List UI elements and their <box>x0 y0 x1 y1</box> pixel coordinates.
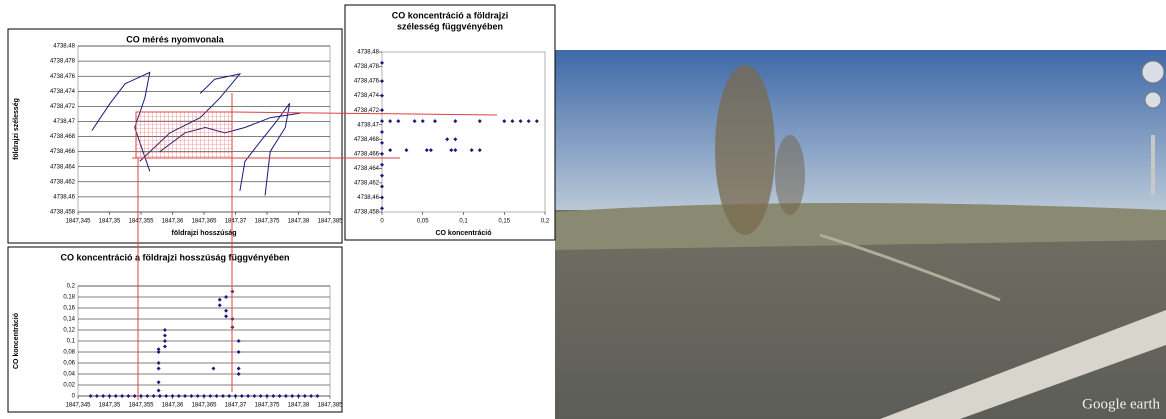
x-tick-label: 1847,375 <box>254 219 280 225</box>
y-tick-label: 4738,468 <box>50 134 76 140</box>
y-tick-label: 4738,466 <box>354 151 380 157</box>
nav-look[interactable] <box>1145 92 1161 108</box>
y-tick-label: 4738,46 <box>53 194 75 200</box>
y-tick-label: 4738,472 <box>50 104 76 110</box>
x-tick-label: 1847,365 <box>191 219 217 225</box>
y-tick-label: 0,04 <box>63 372 75 378</box>
satellite-view: Google earth <box>555 50 1166 419</box>
x-axis-title: CO koncentráció <box>435 230 491 237</box>
x-tick-label: 1847,38 <box>288 219 310 225</box>
x-tick-label: 0,15 <box>498 219 510 225</box>
y-axis-title: földrajzi szélesség <box>13 98 20 160</box>
x-tick-label: 1847,385 <box>317 403 343 409</box>
x-tick-label: 1847,375 <box>254 403 280 409</box>
y-tick-label: 4738,47 <box>357 122 379 128</box>
y-tick-label: 4738,478 <box>50 59 76 65</box>
x-tick-label: 1847,345 <box>65 403 91 409</box>
y-tick-label: 0,1 <box>67 339 76 345</box>
x-tick-label: 1847,37 <box>225 219 247 225</box>
y-tick-label: 4738,462 <box>354 180 380 186</box>
plot-area <box>382 52 545 212</box>
x-tick-label: 1847,345 <box>65 219 91 225</box>
y-tick-label: 0,18 <box>63 295 75 301</box>
figure: Google earth CO mérés nyomvonala 4738,458… <box>0 0 1166 419</box>
charts: CO mérés nyomvonala 4738,458 4738,46 4738,4… <box>8 5 555 412</box>
y-tick-label: 0,16 <box>63 306 75 312</box>
nav-compass[interactable] <box>1142 61 1164 83</box>
x-tick-label: 1847,36 <box>162 219 184 225</box>
chart-title: szélesség függvényében <box>397 21 503 31</box>
y-axis-title: CO koncentráció <box>13 313 20 369</box>
photo-sky <box>555 50 1166 210</box>
x-tick-label: 1847,38 <box>288 403 310 409</box>
y-tick-label: 4738,474 <box>354 93 380 99</box>
y-tick-label: 4738,47 <box>53 119 75 125</box>
y-tick-label: 0,14 <box>63 317 75 323</box>
y-tick-label: 4738,476 <box>50 74 76 80</box>
x-tick-label: 0,05 <box>417 219 429 225</box>
y-tick-label: 4738,464 <box>354 166 380 172</box>
x-tick-label: 1847,385 <box>317 219 343 225</box>
x-tick-label: 0,1 <box>459 219 468 225</box>
y-tick-label: 4738,472 <box>354 108 380 114</box>
x-tick-label: 1847,355 <box>128 403 154 409</box>
y-tick-label: 0,2 <box>67 284 76 290</box>
y-tick-label: 0,08 <box>63 350 75 356</box>
y-tick-label: 4738,48 <box>357 50 379 56</box>
plume <box>715 65 775 235</box>
x-axis-title: földrajzi hosszúság <box>172 230 237 237</box>
y-tick-label: 4738,474 <box>50 89 76 95</box>
y-tick-label: 4738,46 <box>357 195 379 201</box>
y-tick-label: 4738,468 <box>354 137 380 143</box>
x-tick-label: 1847,36 <box>162 403 184 409</box>
y-tick-label: 4738,462 <box>50 179 76 185</box>
x-tick-label: 1847,35 <box>99 219 121 225</box>
x-tick-label: 1847,35 <box>99 403 121 409</box>
highlight-area <box>136 112 232 158</box>
y-tick-label: 0,02 <box>63 383 75 389</box>
y-tick-label: 4738,458 <box>50 210 76 216</box>
x-tick-label: 1847,365 <box>191 403 217 409</box>
y-tick-label: 4738,476 <box>354 79 380 85</box>
chart-title: CO koncentráció a földrajzi <box>392 10 509 20</box>
y-tick-label: 4738,48 <box>53 44 75 50</box>
y-tick-label: 0,06 <box>63 361 75 367</box>
y-tick-label: 0,12 <box>63 328 75 334</box>
chart-title: CO mérés nyomvonala <box>126 34 225 44</box>
watermark: Google earth <box>1082 396 1160 412</box>
y-tick-label: 4738,458 <box>354 210 380 216</box>
y-tick-label: 4738,466 <box>50 149 76 155</box>
plume <box>775 135 805 215</box>
y-tick-label: 4738,464 <box>50 164 76 170</box>
chart-title: CO koncentráció a földrajzi hosszúság fü… <box>60 252 289 262</box>
y-tick-label: 4738,478 <box>354 64 380 70</box>
zoom-slider[interactable] <box>1151 135 1155 195</box>
x-tick-label: 1847,37 <box>225 403 247 409</box>
x-tick-label: 1847,355 <box>128 219 154 225</box>
x-tick-label: 0,2 <box>541 219 550 225</box>
